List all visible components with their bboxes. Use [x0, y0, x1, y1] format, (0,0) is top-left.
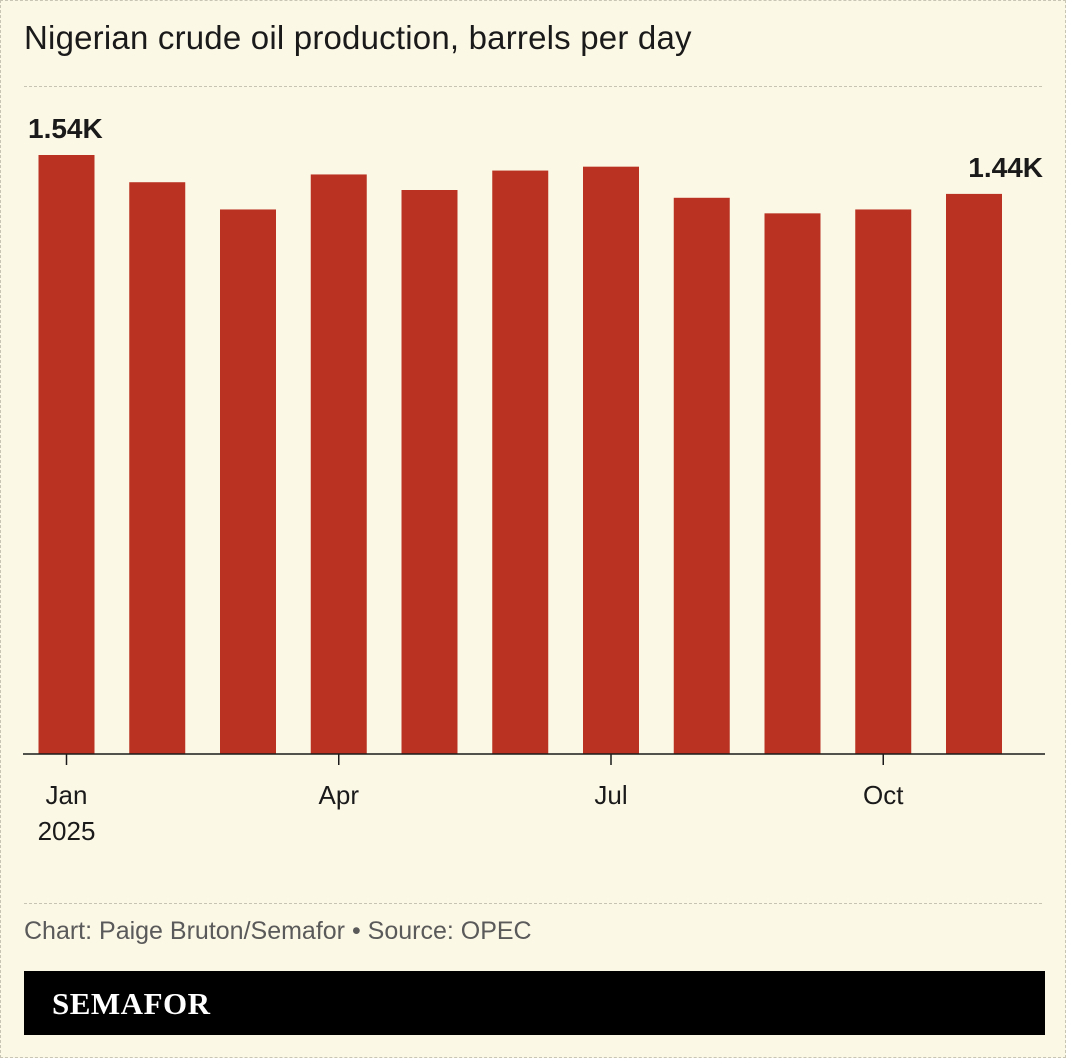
chart-credit: Chart: Paige Bruton/Semafor • Source: OP…	[24, 917, 532, 945]
brand-bar: SEMAFOR	[24, 971, 1045, 1035]
bar-2025-01	[38, 155, 95, 754]
bar-2025-08	[673, 197, 730, 755]
data-label-2025-11: 1.44K	[968, 152, 1043, 183]
chart-title: Nigerian crude oil production, barrels p…	[24, 19, 692, 56]
semafor-logo: SEMAFOR	[52, 986, 211, 1021]
x-tick-label-oct: Oct	[863, 780, 904, 810]
bar-2025-06	[492, 170, 549, 754]
bar-2025-10	[855, 209, 912, 755]
data-label-2025-01: 1.54K	[28, 113, 103, 144]
bar-2025-09	[764, 213, 821, 754]
bar-2025-04	[310, 174, 367, 754]
bar-2025-07	[583, 166, 639, 755]
bar-chart: Jan 2025 Apr Jul Oct 1.54K 1.44K	[23, 113, 1045, 846]
bar-2025-03	[220, 209, 276, 755]
x-tick-label-apr: Apr	[319, 780, 360, 810]
bottom-divider	[24, 903, 1042, 904]
bar-2025-02	[129, 182, 186, 754]
bar-2025-05	[401, 190, 458, 755]
x-tick-label-jul: Jul	[594, 780, 627, 810]
bar-2025-11	[946, 193, 1002, 754]
x-tick-label-jan: Jan	[46, 780, 88, 810]
x-tick-sublabel-jan: 2025	[38, 816, 96, 846]
top-divider	[24, 86, 1042, 87]
